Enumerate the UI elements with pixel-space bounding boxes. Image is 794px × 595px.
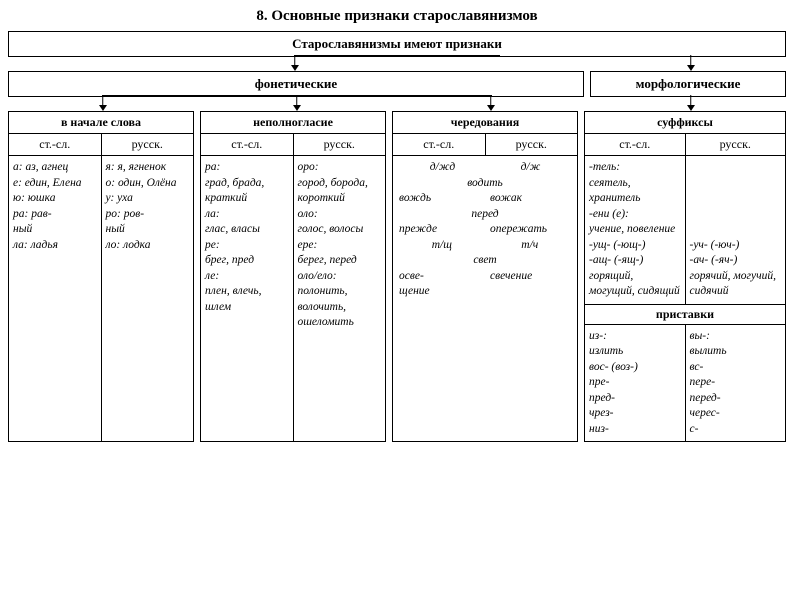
c3-w1: водить (397, 176, 573, 192)
columns-row: в начале слова ст.-сл. русск. а: аз, агн… (8, 111, 786, 442)
col4-suf-l: -тель: сеятель, хранитель -ени (е): учен… (585, 156, 685, 304)
c3-w3: свет (397, 253, 573, 269)
col4-header: суффиксы (585, 112, 785, 134)
col2-stsl-text: ра: град, брада, краткий ла: глас, власы… (201, 156, 293, 441)
c3-p5r: свечение (482, 269, 573, 300)
arrow-row-1 (8, 57, 786, 71)
col4-pre-r: вы-: вылить вс- пере- перед- черес- с- (685, 325, 786, 442)
col1-stsl-text: а: аз, агнец е: един, Елена ю: юшка ра: … (9, 156, 101, 441)
col2-body: ра: град, брада, краткий ла: глас, власы… (201, 156, 385, 441)
col4-pre-body: из-: излить вос- (воз-) пре- пред- чрез-… (585, 325, 785, 442)
c3-p2r: вожак (482, 191, 573, 207)
root-box: Старославянизмы имеют признаки (8, 31, 786, 57)
col2-rus-text: оро: город, борода, короткий оло: голос,… (293, 156, 386, 441)
col4-prefixes-label: приставки (585, 304, 785, 325)
col1-rus-text: я: я, ягненок о: один, Олёна у: уха ро: … (101, 156, 194, 441)
col3-body: д/жд д/ж водить вождьвожак перед преждеоп… (393, 156, 577, 441)
col3-rus-label: русск. (485, 134, 578, 155)
c3-p5l: осве- щение (397, 269, 482, 300)
c3-p2l: вождь (397, 191, 482, 207)
c3-p1r: д/ж (521, 160, 541, 176)
col2-rus-label: русск. (293, 134, 386, 155)
col3-stsl-label: ст.-сл. (393, 134, 485, 155)
arrow-row-2 (8, 97, 786, 111)
col-suffixes: суффиксы ст.-сл. русск. -тель: сеятель, … (584, 111, 786, 442)
c3-p1l: д/жд (430, 160, 456, 176)
col4-pre-l: из-: излить вос- (воз-) пре- пред- чрез-… (585, 325, 685, 442)
col2-header: неполногласие (201, 112, 385, 134)
c3-p3r: опережать (482, 222, 573, 238)
col4-suf-r: -уч- (-юч-) -ач- (-яч-) горячий, могучий… (685, 156, 786, 304)
col3-subheader: ст.-сл. русск. (393, 134, 577, 156)
col1-subheader: ст.-сл. русск. (9, 134, 193, 156)
level2-row: фонетические морфологические (8, 71, 786, 97)
col1-header: в начале слова (9, 112, 193, 134)
morph-box: морфологические (590, 71, 786, 97)
col-nepolnoglasie: неполногласие ст.-сл. русск. ра: град, б… (200, 111, 386, 442)
c3-p3l: прежде (397, 222, 482, 238)
col4-stsl-label: ст.-сл. (585, 134, 685, 155)
col2-subheader: ст.-сл. русск. (201, 134, 385, 156)
c3-p4l: т/щ (432, 238, 452, 254)
col3-header: чередования (393, 112, 577, 134)
phonetic-box: фонетические (8, 71, 584, 97)
col-word-start: в начале слова ст.-сл. русск. а: аз, агн… (8, 111, 194, 442)
c3-w2: перед (397, 207, 573, 223)
col4-suf-body: -тель: сеятель, хранитель -ени (е): учен… (585, 156, 785, 304)
col1-rus-label: русск. (101, 134, 194, 155)
col2-stsl-label: ст.-сл. (201, 134, 293, 155)
col-cheredovaniya: чередования ст.-сл. русск. д/жд д/ж водит… (392, 111, 578, 442)
col1-body: а: аз, агнец е: един, Елена ю: юшка ра: … (9, 156, 193, 441)
col4-subheader: ст.-сл. русск. (585, 134, 785, 156)
col1-stsl-label: ст.-сл. (9, 134, 101, 155)
col4-rus-label: русск. (685, 134, 786, 155)
page-title: 8. Основные признаки старославянизмов (8, 8, 786, 25)
c3-p4r: т/ч (521, 238, 538, 254)
